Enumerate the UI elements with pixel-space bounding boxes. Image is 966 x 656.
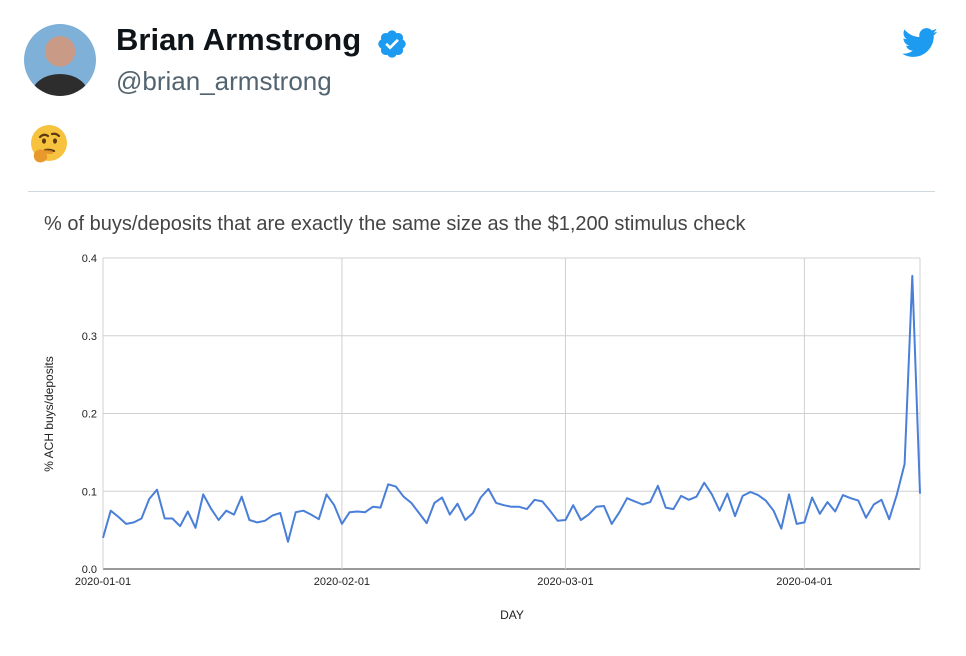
chart-title: % of buys/deposits that are exactly the … xyxy=(44,213,746,235)
x-tick-label: 2020-02-01 xyxy=(314,576,370,588)
author-handle[interactable]: @brian_armstrong xyxy=(116,66,332,96)
line-chart: 0.0 0.1 0.2 0.3 0.4 2020-01-01 2020-02-01 2020-… xyxy=(42,253,921,622)
series-line xyxy=(102,274,921,543)
avatar-figure xyxy=(32,74,88,96)
x-tick-label: 2020-01-01 xyxy=(75,576,131,588)
y-tick-label: 0.0 xyxy=(82,564,97,576)
x-tick-label: 2020-03-01 xyxy=(537,576,593,588)
x-tick-label: 2020-04-01 xyxy=(776,576,832,588)
author-avatar[interactable] xyxy=(24,24,96,96)
y-tick-label: 0.1 xyxy=(82,486,97,498)
y-tick-label: 0.4 xyxy=(82,253,97,265)
divider xyxy=(28,191,935,192)
author-name[interactable]: Brian Armstrong xyxy=(116,22,362,57)
verified-badge-icon xyxy=(378,30,406,58)
y-axis-label: % ACH buys/deposits xyxy=(42,356,56,471)
thinking-face-emoji-icon xyxy=(31,125,67,163)
y-tick-label: 0.3 xyxy=(82,331,97,343)
y-tick-label: 0.2 xyxy=(82,409,97,421)
twitter-bird-icon[interactable] xyxy=(902,28,938,58)
x-axis-label: DAY xyxy=(500,608,524,622)
